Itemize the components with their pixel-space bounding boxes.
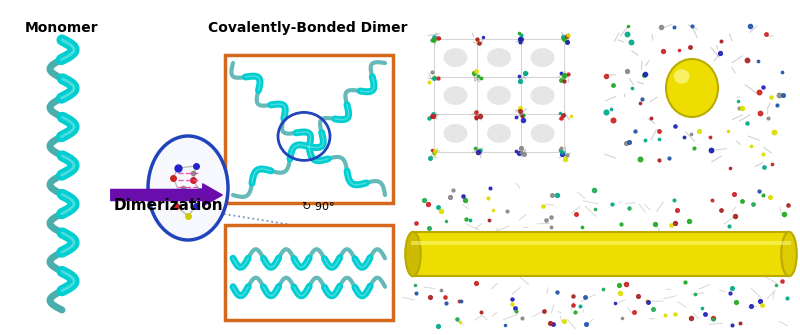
- Ellipse shape: [487, 124, 511, 143]
- Bar: [225, 55, 393, 203]
- Ellipse shape: [674, 69, 690, 84]
- FancyArrowPatch shape: [110, 184, 222, 206]
- Ellipse shape: [666, 59, 718, 117]
- Text: Covalently-Bonded Dimer: Covalently-Bonded Dimer: [208, 21, 408, 35]
- Text: ↻ 90°: ↻ 90°: [302, 202, 334, 212]
- Ellipse shape: [487, 48, 511, 67]
- Ellipse shape: [443, 86, 467, 105]
- Ellipse shape: [443, 48, 467, 67]
- Ellipse shape: [487, 86, 511, 105]
- Ellipse shape: [782, 232, 797, 276]
- Bar: [413, 232, 789, 276]
- Text: Dimerization: Dimerization: [113, 198, 223, 213]
- Ellipse shape: [406, 232, 421, 276]
- Ellipse shape: [148, 136, 228, 240]
- Ellipse shape: [530, 124, 554, 143]
- Ellipse shape: [443, 124, 467, 143]
- Text: Monomer: Monomer: [25, 21, 99, 35]
- Bar: [225, 225, 393, 320]
- Ellipse shape: [530, 48, 554, 67]
- Ellipse shape: [530, 86, 554, 105]
